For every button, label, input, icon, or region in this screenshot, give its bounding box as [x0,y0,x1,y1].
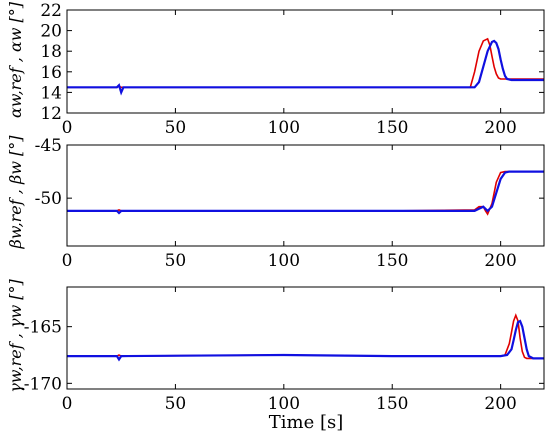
y-axis-label: γw,ref , γw [°] [6,278,25,392]
series-reference-line [67,170,544,216]
plot-frame [66,144,545,247]
series-measured-line [67,319,544,362]
y-tick-label: 20 [40,22,62,42]
y-tick-label: 22 [40,1,62,21]
plot-frame [66,9,545,114]
series-measured-line [67,170,544,215]
x-axis-label: Time [s] [269,412,344,433]
y-tick-label: 18 [40,42,62,62]
x-tick-label: 200 [484,251,516,271]
y-axis-label: βw,ref , βw [°] [6,135,25,250]
series-reference-line [67,37,544,89]
x-tick-label: 150 [376,118,408,138]
y-tick-label: -50 [35,189,62,209]
plot-frame [66,286,545,390]
x-tick-label: 0 [62,394,73,414]
x-tick-label: 150 [376,251,408,271]
y-tick-label: 16 [40,63,62,83]
y-tick-label: -170 [24,374,62,394]
x-tick-label: 200 [484,394,516,414]
y-tick-label: -45 [35,136,62,156]
y-tick-label: 14 [40,83,62,103]
x-tick-label: 100 [268,251,300,271]
x-tick-label: 50 [165,251,187,271]
x-tick-label: 200 [484,118,516,138]
x-tick-label: 100 [268,394,300,414]
x-tick-label: 150 [376,394,408,414]
x-tick-label: 50 [165,394,187,414]
y-axis-label: αw,ref , αw [°] [6,1,25,118]
y-tick-label: -165 [24,318,62,338]
x-tick-label: 0 [62,118,73,138]
y-tick-label: 12 [40,104,62,124]
series-measured-line [67,39,544,96]
series-reference-line [67,313,544,360]
panel-2: 0 50 100 150 200 -50 -45 βw,ref , βw [°] [6,135,545,271]
x-tick-label: 100 [268,118,300,138]
x-tick-label: 0 [62,251,73,271]
x-tick-label: 50 [165,118,187,138]
